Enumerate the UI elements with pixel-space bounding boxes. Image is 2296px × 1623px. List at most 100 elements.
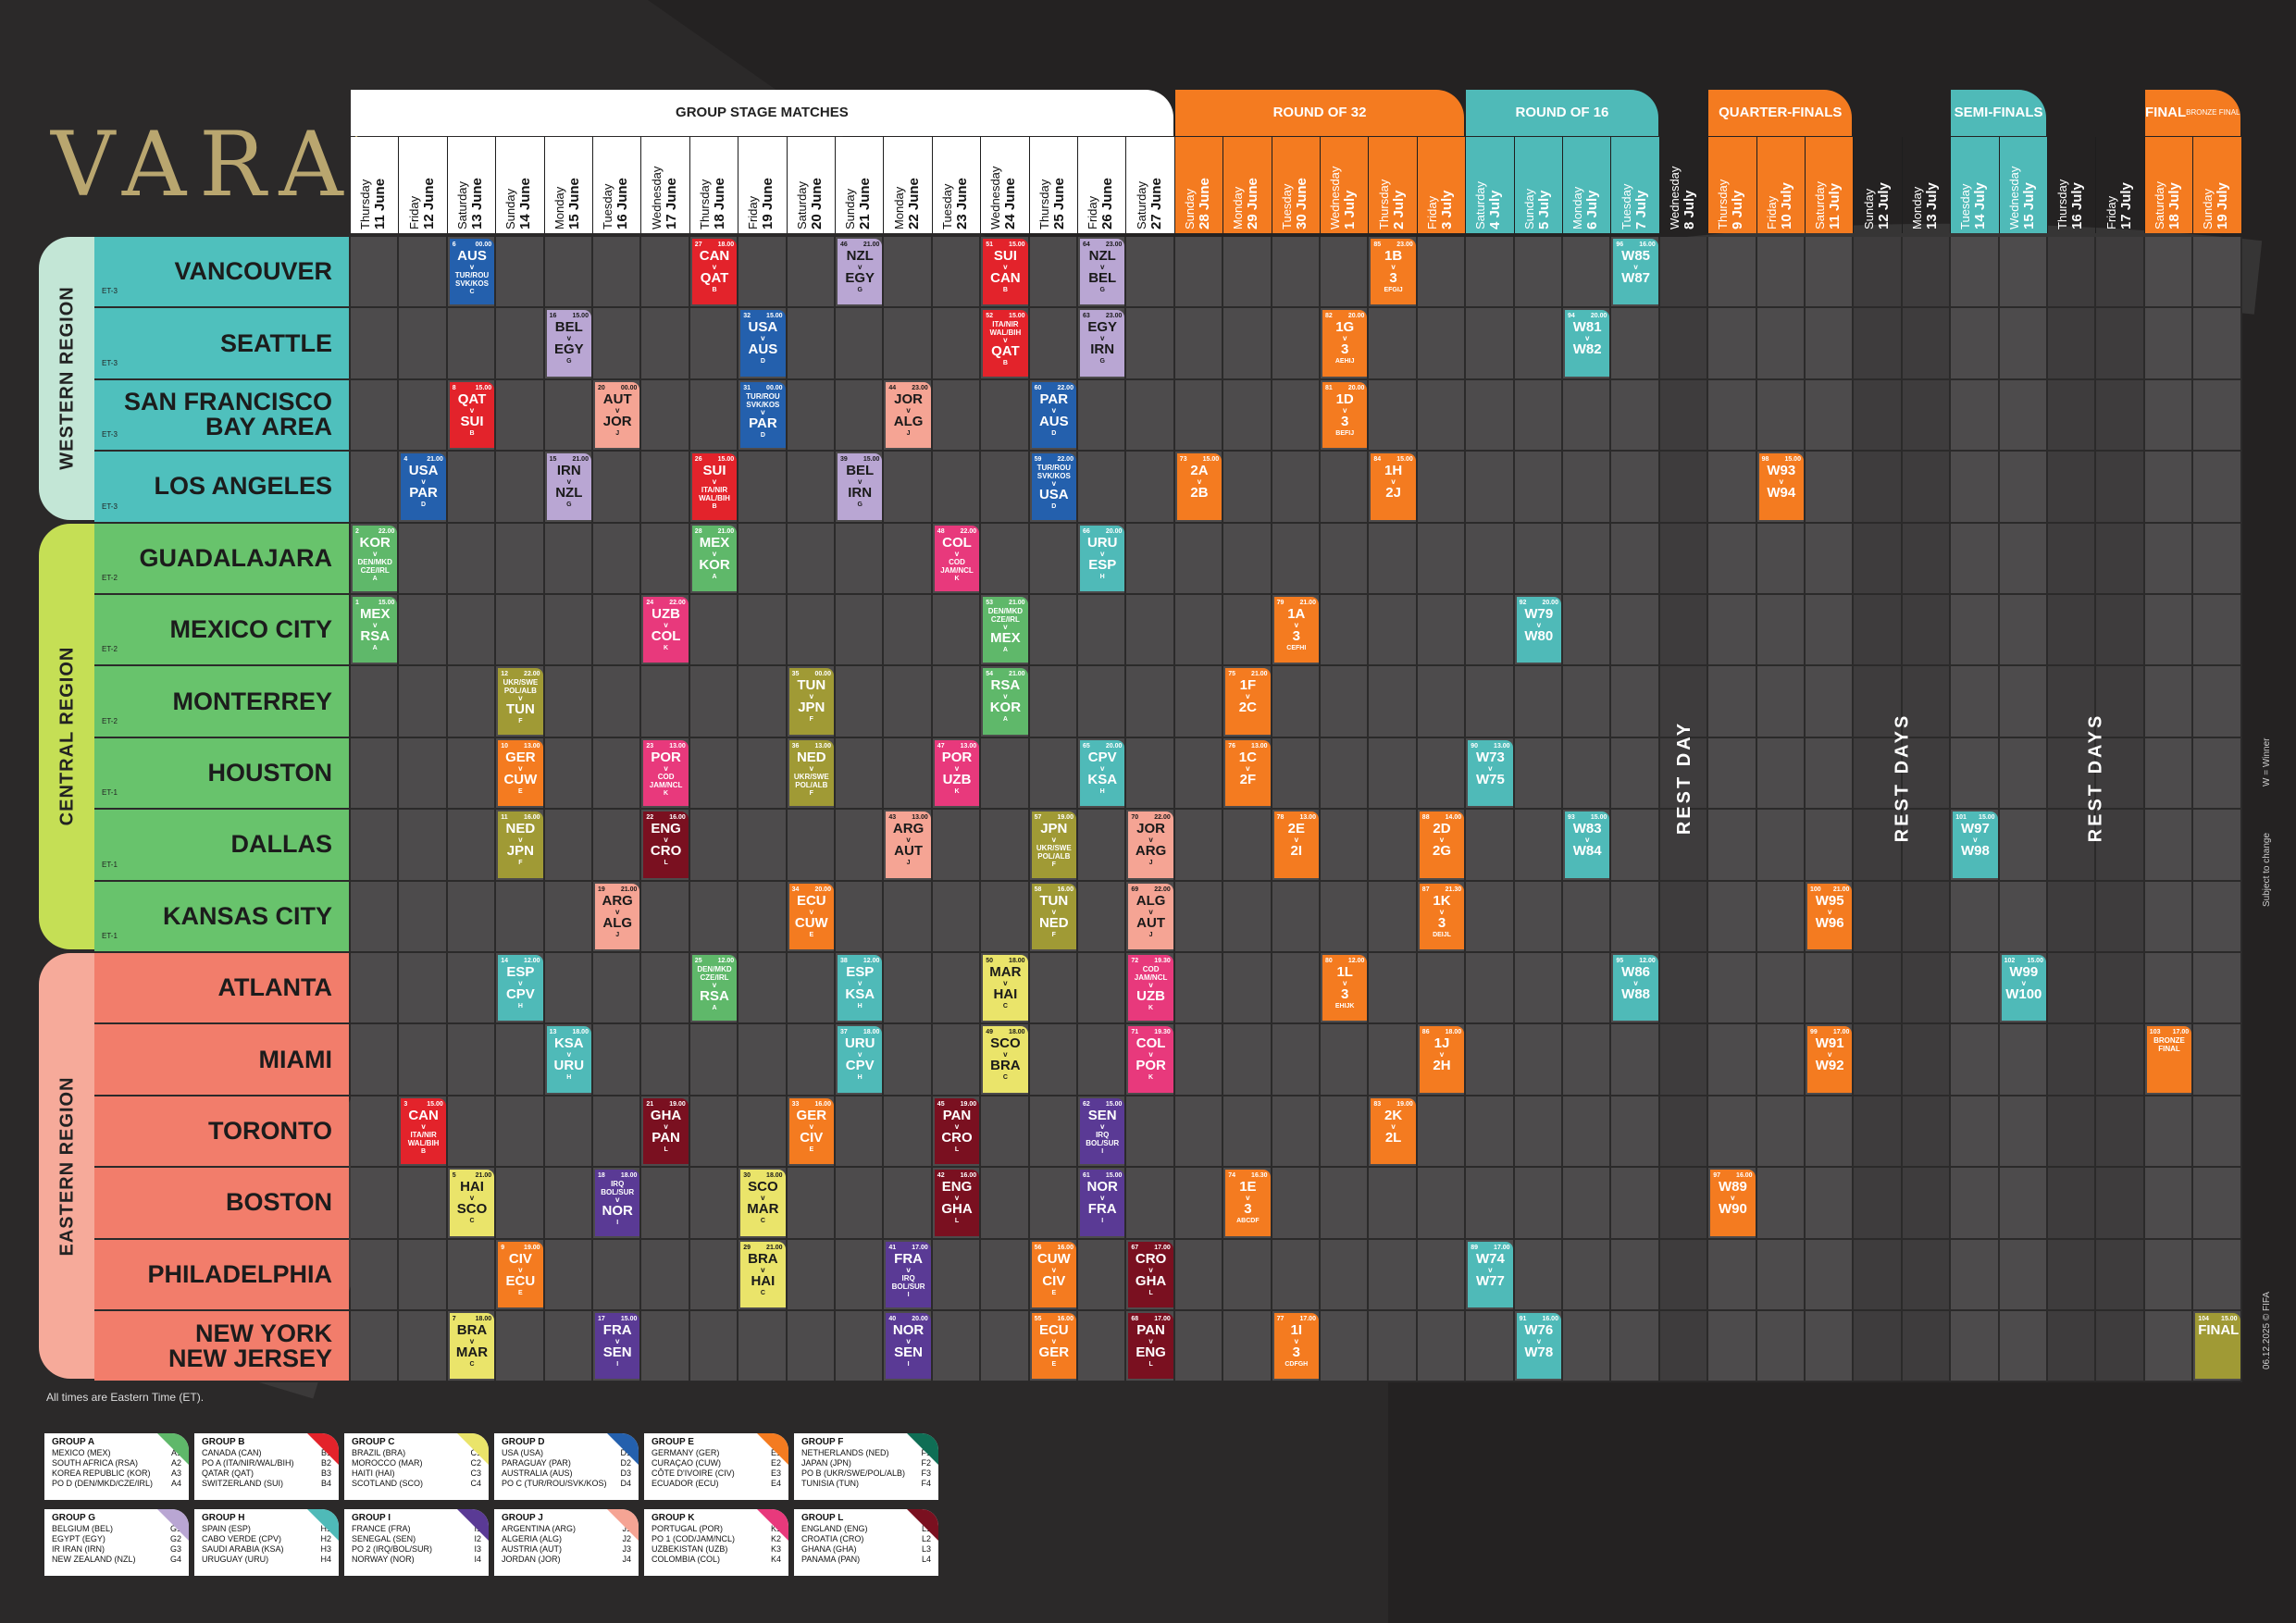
match-18[interactable]: 18 18.00 IRQ BOL/SUR v NOR I xyxy=(595,1170,640,1236)
match-95[interactable]: 95 12.00 W86 v W88 xyxy=(1613,955,1658,1022)
match-29[interactable]: 29 21.00 BRA v HAI C xyxy=(740,1241,786,1307)
match-10[interactable]: 10 13.00 GER v CUW E xyxy=(498,739,543,807)
match-24[interactable]: 24 22.00 UZB v COL K xyxy=(643,597,689,663)
match-40[interactable]: 40 20.00 NOR v SEN I xyxy=(886,1313,931,1380)
match-31[interactable]: 31 00.00 TUR/ROU SVK/KOS v PAR D xyxy=(740,381,786,449)
match-39[interactable]: 39 15.00 BEL v IRN G xyxy=(838,453,883,520)
match-28[interactable]: 28 21.00 MEX v KOR A xyxy=(691,525,738,591)
match-90[interactable]: 90 13.00 W73 v W75 xyxy=(1468,739,1513,807)
match-33[interactable]: 33 16.00 GER v CIV E xyxy=(788,1097,834,1165)
match-50[interactable]: 50 18.00 MAR v HAI C xyxy=(983,955,1028,1022)
match-89[interactable]: 89 17.00 W74 v W77 xyxy=(1468,1241,1513,1307)
match-17[interactable]: 17 15.00 FRA v SEN I xyxy=(595,1313,640,1380)
match-102[interactable]: 102 15.00 W99 v W100 xyxy=(2001,955,2046,1022)
match-27[interactable]: 27 18.00 CAN v QAT B xyxy=(691,239,738,305)
match-66[interactable]: 66 20.00 URU v ESP H xyxy=(1080,525,1125,591)
match-14[interactable]: 14 12.00 ESP v CPV H xyxy=(498,955,543,1022)
match-85[interactable]: 85 23.00 1B v 3 EFGIJ xyxy=(1371,239,1416,305)
match-22[interactable]: 22 16.00 ENG v CRO L xyxy=(643,812,689,878)
match-55[interactable]: 55 16.00 ECU v GER E xyxy=(1031,1313,1076,1380)
match-23[interactable]: 23 13.00 POR v COD JAM/NCL K xyxy=(643,739,689,807)
match-70[interactable]: 70 22.00 JOR v ARG J xyxy=(1128,812,1173,878)
match-43[interactable]: 43 13.00 ARG v AUT J xyxy=(886,812,931,878)
match-65[interactable]: 65 20.00 CPV v KSA H xyxy=(1080,739,1125,807)
match-64[interactable]: 64 23.00 NZL v BEL G xyxy=(1080,239,1125,305)
match-81[interactable]: 81 20.00 1D v 3 BEFIJ xyxy=(1322,381,1368,449)
match-15[interactable]: 15 21.00 IRN v NZL G xyxy=(546,453,591,520)
match-21[interactable]: 21 19.00 GHA v PAN L xyxy=(643,1097,689,1165)
match-57[interactable]: 57 19.00 JPN v UKR/SWE POL/ALB F xyxy=(1031,812,1076,878)
match-52[interactable]: 52 15.00 ITA/NIR WAL/BIH v QAT B xyxy=(983,310,1028,377)
match-32[interactable]: 32 15.00 USA v AUS D xyxy=(740,310,786,377)
match-53[interactable]: 53 21.00 DEN/MKD CZE/IRL v MEX A xyxy=(983,597,1028,663)
match-67[interactable]: 67 17.00 CRO v GHA L xyxy=(1128,1241,1173,1307)
match-82[interactable]: 82 20.00 1G v 3 AEHIJ xyxy=(1322,310,1368,377)
match-26[interactable]: 26 15.00 SUI v ITA/NIR WAL/BIH B xyxy=(691,453,738,520)
match-91[interactable]: 91 16.00 W76 v W78 xyxy=(1516,1313,1561,1380)
match-63[interactable]: 63 23.00 EGY v IRN G xyxy=(1080,310,1125,377)
match-38[interactable]: 38 12.00 ESP v KSA H xyxy=(838,955,883,1022)
match-1[interactable]: 1 15.00 MEX v RSA A xyxy=(353,597,398,663)
match-3[interactable]: 3 15.00 CAN v ITA/NIR WAL/BIH B xyxy=(401,1097,446,1165)
match-87[interactable]: 87 21.30 1K v 3 DEIJL xyxy=(1419,883,1465,949)
match-59[interactable]: 59 22.00 TUR/ROU SVK/KOS v USA D xyxy=(1031,453,1076,520)
match-19[interactable]: 19 21.00 ARG v ALG J xyxy=(595,883,640,949)
match-6[interactable]: 6 00.00 AUS v TUR/ROU SVK/KOS C xyxy=(449,239,495,305)
match-60[interactable]: 60 22.00 PAR v AUS D xyxy=(1031,381,1076,449)
match-56[interactable]: 56 16.00 CUW v CIV E xyxy=(1031,1241,1076,1307)
match-74[interactable]: 74 16.30 1E v 3 ABCDF xyxy=(1225,1170,1271,1236)
match-41[interactable]: 41 17.00 FRA v IRQ BOL/SUR I xyxy=(886,1241,931,1307)
match-7[interactable]: 7 18.00 BRA v MAR C xyxy=(449,1313,495,1380)
match-77[interactable]: 77 17.00 1I v 3 CDFGH xyxy=(1273,1313,1319,1380)
match-71[interactable]: 71 19.30 COL v POR K xyxy=(1128,1026,1173,1093)
match-96[interactable]: 96 16.00 W85 v W87 xyxy=(1613,239,1658,305)
match-54[interactable]: 54 21.00 RSA v KOR A xyxy=(983,668,1028,735)
match-47[interactable]: 47 13.00 POR v UZB K xyxy=(934,739,980,807)
match-93[interactable]: 93 15.00 W83 v W84 xyxy=(1565,812,1610,878)
match-45[interactable]: 45 19.00 PAN v CRO L xyxy=(934,1097,980,1165)
match-78[interactable]: 78 13.00 2E v 2I xyxy=(1273,812,1319,878)
match-68[interactable]: 68 17.00 PAN v ENG L xyxy=(1128,1313,1173,1380)
match-104[interactable]: 104 15.00 FINAL xyxy=(2195,1313,2240,1380)
match-98[interactable]: 98 15.00 W93 v W94 xyxy=(1758,453,1804,520)
match-88[interactable]: 88 14.00 2D v 2G xyxy=(1419,812,1465,878)
match-84[interactable]: 84 15.00 1H v 2J xyxy=(1371,453,1416,520)
match-2[interactable]: 2 22.00 KOR v DEN/MKD CZE/IRL A xyxy=(353,525,398,591)
match-76[interactable]: 76 13.00 1C v 2F xyxy=(1225,739,1271,807)
match-5[interactable]: 5 21.00 HAI v SCO C xyxy=(449,1170,495,1236)
match-103[interactable]: 103 17.00 BRONZE FINAL xyxy=(2146,1026,2192,1093)
match-37[interactable]: 37 18.00 URU v CPV H xyxy=(838,1026,883,1093)
match-34[interactable]: 34 20.00 ECU v CUW E xyxy=(788,883,834,949)
match-86[interactable]: 86 18.00 1J v 2H xyxy=(1419,1026,1465,1093)
match-92[interactable]: 92 20.00 W79 v W80 xyxy=(1516,597,1561,663)
match-4[interactable]: 4 21.00 USA v PAR D xyxy=(401,453,446,520)
match-49[interactable]: 49 18.00 SCO v BRA C xyxy=(983,1026,1028,1093)
match-99[interactable]: 99 17.00 W91 v W92 xyxy=(1807,1026,1853,1093)
match-101[interactable]: 101 15.00 W97 v W98 xyxy=(1953,812,1998,878)
match-80[interactable]: 80 12.00 1L v 3 EHIJK xyxy=(1322,955,1368,1022)
match-72[interactable]: 72 19.30 COD JAM/NCL v UZB K xyxy=(1128,955,1173,1022)
match-35[interactable]: 35 00.00 TUN v JPN F xyxy=(788,668,834,735)
match-12[interactable]: 12 22.00 UKR/SWE POL/ALB v TUN F xyxy=(498,668,543,735)
match-58[interactable]: 58 16.00 TUN v NED F xyxy=(1031,883,1076,949)
match-94[interactable]: 94 20.00 W81 v W82 xyxy=(1565,310,1610,377)
match-62[interactable]: 62 15.00 SEN v IRQ BOL/SUR I xyxy=(1080,1097,1125,1165)
match-48[interactable]: 48 22.00 COL v COD JAM/NCL K xyxy=(934,525,980,591)
match-16[interactable]: 16 15.00 BEL v EGY G xyxy=(546,310,591,377)
match-8[interactable]: 8 15.00 QAT v SUI B xyxy=(449,381,495,449)
match-100[interactable]: 100 21.00 W95 v W96 xyxy=(1807,883,1853,949)
match-46[interactable]: 46 21.00 NZL v EGY G xyxy=(838,239,883,305)
match-20[interactable]: 20 00.00 AUT v JOR J xyxy=(595,381,640,449)
match-61[interactable]: 61 15.00 NOR v FRA I xyxy=(1080,1170,1125,1236)
match-9[interactable]: 9 19.00 CIV v ECU E xyxy=(498,1241,543,1307)
match-75[interactable]: 75 21.00 1F v 2C xyxy=(1225,668,1271,735)
match-83[interactable]: 83 19.00 2K v 2L xyxy=(1371,1097,1416,1165)
match-73[interactable]: 73 15.00 2A v 2B xyxy=(1176,453,1222,520)
match-11[interactable]: 11 16.00 NED v JPN F xyxy=(498,812,543,878)
match-13[interactable]: 13 18.00 KSA v URU H xyxy=(546,1026,591,1093)
match-42[interactable]: 42 16.00 ENG v GHA L xyxy=(934,1170,980,1236)
match-25[interactable]: 25 12.00 DEN/MKD CZE/IRL v RSA A xyxy=(691,955,738,1022)
match-97[interactable]: 97 16.00 W89 v W90 xyxy=(1710,1170,1756,1236)
match-51[interactable]: 51 15.00 SUI v CAN B xyxy=(983,239,1028,305)
match-36[interactable]: 36 13.00 NED v UKR/SWE POL/ALB F xyxy=(788,739,834,807)
